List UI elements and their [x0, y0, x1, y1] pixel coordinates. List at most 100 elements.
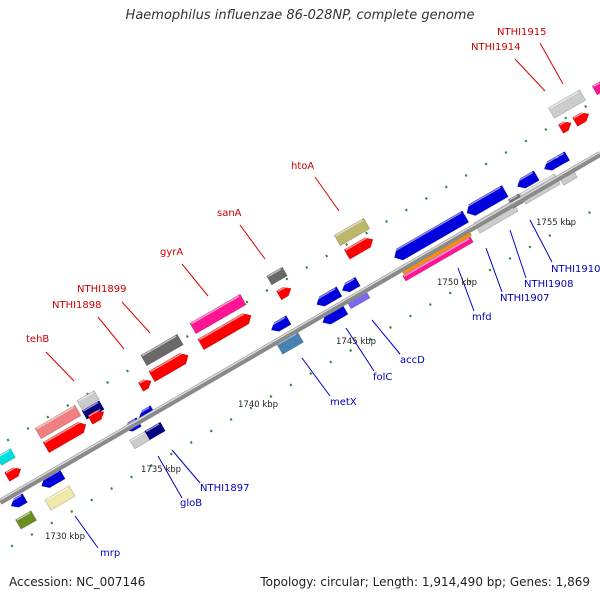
tick-dot-top [66, 403, 70, 408]
tick-dot-bottom [30, 532, 34, 537]
gene-label-bottom: mfd [472, 312, 492, 323]
tick-dot-bottom [468, 279, 472, 284]
leader-line-bottom [485, 247, 503, 293]
tick-dot-top [404, 208, 408, 212]
tick-dot-bottom [428, 302, 432, 307]
genome-summary: Topology: circular; Length: 1,914,490 bp… [260, 575, 590, 589]
gene-tehB [34, 404, 82, 440]
gene-label-bottom: NTHI1907 [500, 293, 550, 304]
gene-metX-blue [269, 315, 292, 332]
leader-line-bottom [509, 229, 527, 279]
tick-dot-top [126, 369, 129, 373]
gene-label-top: NTHI1915 [497, 27, 547, 38]
tick-dot-bottom [568, 222, 572, 226]
tick-label: 1745 kbp [336, 337, 376, 347]
gene-pink-edge [591, 80, 600, 96]
leader-line-bottom [457, 267, 475, 312]
leader-line-top [121, 301, 151, 334]
tick-dot-top [365, 231, 369, 235]
gene-label-bottom: gloB [180, 498, 202, 509]
gene-folC-blue2 [340, 276, 361, 293]
tick-dot-bottom [408, 314, 412, 318]
gene-label-top: gyrA [160, 247, 183, 258]
gene-htoA [333, 217, 371, 247]
gene-navy-a [81, 400, 105, 420]
gene-label-bottom: NTHI1910 [551, 264, 600, 275]
tick-dot-top [584, 104, 588, 109]
tick-dot-top [384, 219, 388, 224]
tick-dot-bottom [369, 337, 373, 341]
tick-label: 1735 kbp [141, 465, 181, 475]
gene-label-bottom: NTHI1908 [524, 279, 574, 290]
accession-text: Accession: NC_007146 [9, 575, 146, 589]
gene-label-top: NTHI1899 [77, 284, 127, 295]
tick-dot-bottom [70, 509, 74, 514]
leader-line-bottom [371, 319, 401, 355]
gene-features [0, 80, 600, 530]
gene-sanA [266, 266, 288, 286]
backbone-highlight [0, 151, 600, 501]
tick-dot-bottom [189, 440, 193, 445]
tick-label: 1750 kbp [437, 278, 477, 288]
leader-line-bottom [157, 455, 183, 499]
tick-dot-bottom [548, 233, 552, 238]
leader-line-bottom [74, 515, 99, 549]
gene-red-k [557, 119, 572, 134]
tick-label: 1740 kbp [238, 400, 278, 410]
tick-dot-top [345, 242, 349, 247]
gene-NTHI1914 [548, 89, 586, 119]
gene-red-c [148, 351, 189, 383]
leader-line-top [539, 42, 564, 85]
tick-labels: 1730 kbp 1735 kbp 1740 kbp 1745 kbp 1750 kbp… [45, 218, 576, 542]
tick-dot-bottom [249, 406, 253, 410]
map-title: Haemophilus influenzae 86-028NP, complet… [125, 8, 475, 23]
gene-red-a [42, 420, 87, 454]
tick-dot-bottom [528, 245, 532, 249]
leader-line-bottom [529, 219, 553, 263]
tick-dot-top [524, 139, 528, 143]
gene-label-top: NTHI1914 [471, 42, 521, 53]
leader-line-bottom [345, 327, 375, 372]
tick-dot-bottom [130, 475, 133, 479]
tick-dot-bottom [349, 348, 353, 353]
gene-blue-h [515, 170, 540, 189]
gene-mfd-blue [392, 210, 470, 261]
gene-cyan [0, 448, 16, 466]
tick-dot-top [106, 380, 110, 385]
gene-blue-j [555, 151, 571, 164]
tick-dot-top [46, 415, 50, 419]
tick-dot-top [464, 173, 468, 178]
gene-grey-a [76, 390, 100, 410]
tick-dot-top [285, 277, 289, 281]
tick-dot-bottom [90, 498, 94, 502]
tick-dot-top [26, 426, 30, 431]
gene-label-bottom: NTHI1897 [200, 483, 250, 494]
tick-dot-bottom [169, 452, 173, 456]
tick-dot-bottom [448, 291, 452, 295]
gene-label-top: sanA [217, 208, 242, 219]
label-leaders [45, 42, 564, 549]
tick-dot-top [305, 265, 309, 270]
tick-dot-top [444, 185, 448, 189]
gene-NTHI1898 [137, 377, 152, 392]
gene-blue-g [464, 184, 509, 216]
tick-dot-top [544, 127, 548, 132]
gene-red-edge [4, 465, 22, 482]
gene-label-top: htoA [291, 161, 314, 172]
gene-red-f [343, 235, 374, 260]
gene-label-bottom: metX [330, 397, 357, 408]
tick-dot-bottom [388, 325, 392, 330]
gene-red-d [197, 311, 252, 351]
tick-label: 1730 kbp [45, 532, 85, 542]
gene-label-bottom: folC [373, 372, 392, 383]
gene-NTHI1915 [572, 110, 590, 127]
tick-dot-top [185, 334, 189, 339]
tick-dot-bottom [10, 544, 14, 548]
gene-folC-blue [314, 286, 343, 307]
gene-mrp-blue [9, 493, 28, 508]
leader-line-top [181, 263, 209, 297]
tick-dot-bottom [209, 429, 213, 433]
backbone-line [0, 151, 600, 505]
tick-dot-top [484, 162, 488, 166]
leader-line-top [97, 316, 125, 350]
